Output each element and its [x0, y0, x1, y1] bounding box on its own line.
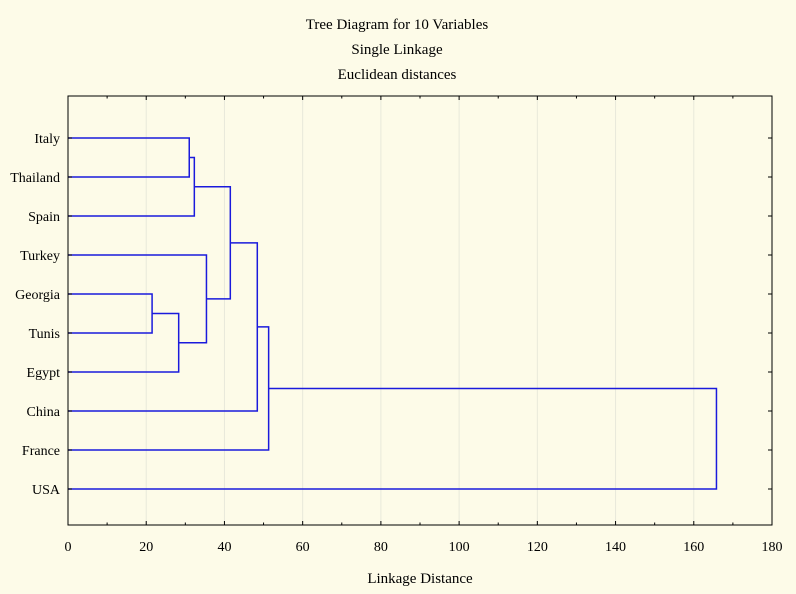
x-tick-label: 40: [217, 540, 231, 555]
x-tick-label: 140: [605, 540, 626, 555]
leaf-label: France: [22, 444, 60, 459]
dendrogram-link: [68, 254, 208, 344]
chart-title: Tree Diagram for 10 Variables Single Lin…: [306, 17, 489, 83]
leaf-label: USA: [32, 483, 61, 498]
leaf-label: Tunis: [29, 327, 60, 342]
x-tick-label: 80: [374, 540, 388, 555]
x-tick-label: 0: [65, 540, 72, 555]
leaf-labels: Italy Thailand Spain Turkey Georgia Tunis Egyp…: [10, 132, 61, 498]
chart-title-line: Tree Diagram for 10 Variables: [306, 17, 489, 33]
dendrogram-link: [68, 156, 196, 217]
x-tick-label: 60: [296, 540, 310, 555]
leaf-label: Spain: [28, 210, 60, 225]
plot-frame: [67, 95, 773, 526]
leaf-label: Turkey: [20, 249, 60, 264]
leaf-label: Italy: [34, 132, 60, 147]
x-tick-label: 180: [762, 540, 783, 555]
dendrogram-link: [68, 242, 259, 412]
chart-subtitle-linkage: Single Linkage: [351, 42, 443, 58]
leaf-label: Egypt: [27, 366, 61, 381]
leaf-label: Thailand: [10, 171, 60, 186]
x-tick-label: 120: [527, 540, 548, 555]
dendrogram-link: [194, 186, 232, 300]
chart-subtitle-distance: Euclidean distances: [338, 67, 457, 83]
grid-lines: [145, 96, 695, 525]
dendrogram-links: [68, 137, 718, 490]
x-axis-label: Linkage Distance: [367, 571, 473, 587]
dendrogram-link: [68, 387, 718, 490]
x-tick-label: 20: [139, 540, 153, 555]
x-tick-labels: 0 20 40 60 80 100 120 140 160 180: [65, 540, 783, 555]
x-tick-label: 100: [449, 540, 470, 555]
dendrogram-link: [68, 326, 270, 451]
axis-ticks: [67, 96, 773, 525]
dendrogram-link: [68, 137, 190, 178]
leaf-label: China: [27, 405, 61, 420]
dendrogram-link: [68, 312, 180, 373]
x-tick-label: 160: [683, 540, 704, 555]
dendrogram-link: [68, 293, 153, 334]
leaf-label: Georgia: [15, 288, 61, 303]
